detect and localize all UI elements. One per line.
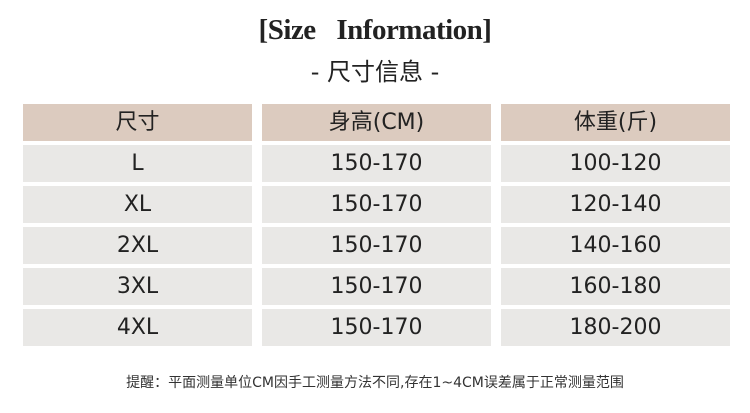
cell-size: 3XL — [23, 268, 252, 305]
cell-height: 150-170 — [262, 145, 491, 182]
cell-height: 150-170 — [262, 186, 491, 223]
cell-weight: 120-140 — [501, 186, 730, 223]
table-row: 2XL 150-170 140-160 — [23, 227, 731, 264]
table-row: 4XL 150-170 180-200 — [23, 309, 731, 346]
page-title: [Size Information] — [258, 14, 492, 46]
cell-size: XL — [23, 186, 252, 223]
header-weight: 体重(斤) — [501, 104, 730, 141]
header-size: 尺寸 — [23, 104, 252, 141]
page-subtitle: - 尺寸信息 - — [310, 58, 440, 86]
cell-size: L — [23, 145, 252, 182]
cell-weight: 100-120 — [501, 145, 730, 182]
table-row: L 150-170 100-120 — [23, 145, 731, 182]
cell-size: 4XL — [23, 309, 252, 346]
cell-height: 150-170 — [262, 309, 491, 346]
cell-weight: 140-160 — [501, 227, 730, 264]
cell-height: 150-170 — [262, 227, 491, 264]
header-height: 身高(CM) — [262, 104, 491, 141]
table-header: 尺寸 身高(CM) 体重(斤) — [23, 104, 731, 141]
table-row: XL 150-170 120-140 — [23, 186, 731, 223]
size-table: 尺寸 身高(CM) 体重(斤) L 150-170 100-120 XL 150… — [23, 104, 731, 350]
table-row: 3XL 150-170 160-180 — [23, 268, 731, 305]
cell-size: 2XL — [23, 227, 252, 264]
cell-weight: 180-200 — [501, 309, 730, 346]
cell-height: 150-170 — [262, 268, 491, 305]
measurement-note: 提醒：平面测量单位CM因手工测量方法不同,存在1~4CM误差属于正常测量范围 — [126, 375, 624, 391]
cell-weight: 160-180 — [501, 268, 730, 305]
